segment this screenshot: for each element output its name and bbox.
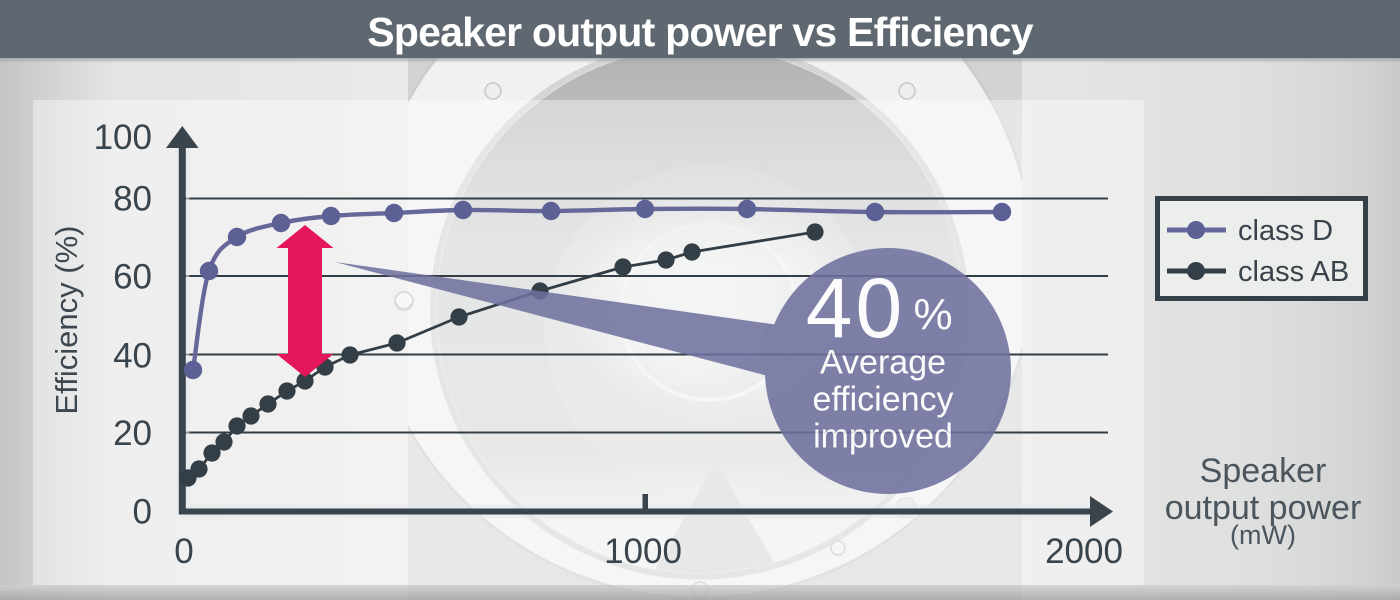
svg-text:class D: class D — [1238, 215, 1333, 247]
svg-text:40: 40 — [806, 261, 905, 355]
svg-text:%: % — [913, 290, 952, 339]
svg-text:20: 20 — [113, 414, 152, 453]
svg-text:2000: 2000 — [1045, 532, 1123, 571]
svg-text:60: 60 — [113, 258, 152, 297]
svg-text:improved: improved — [813, 418, 953, 456]
svg-text:Speaker output power vs Effici: Speaker output power vs Efficiency — [367, 9, 1033, 55]
svg-text:40: 40 — [113, 337, 152, 376]
svg-text:1000: 1000 — [604, 532, 682, 571]
svg-text:Speaker: Speaker — [1200, 452, 1327, 490]
svg-text:(mW): (mW) — [1230, 520, 1296, 550]
svg-text:80: 80 — [113, 180, 152, 219]
svg-text:efficiency: efficiency — [812, 381, 953, 419]
svg-text:0: 0 — [133, 493, 152, 532]
svg-text:0: 0 — [174, 532, 193, 571]
svg-text:output power: output power — [1165, 489, 1362, 527]
svg-text:Average: Average — [820, 344, 946, 382]
svg-text:class AB: class AB — [1238, 256, 1349, 288]
svg-text:100: 100 — [94, 118, 152, 157]
svg-text:Efficiency (%): Efficiency (%) — [49, 226, 84, 415]
